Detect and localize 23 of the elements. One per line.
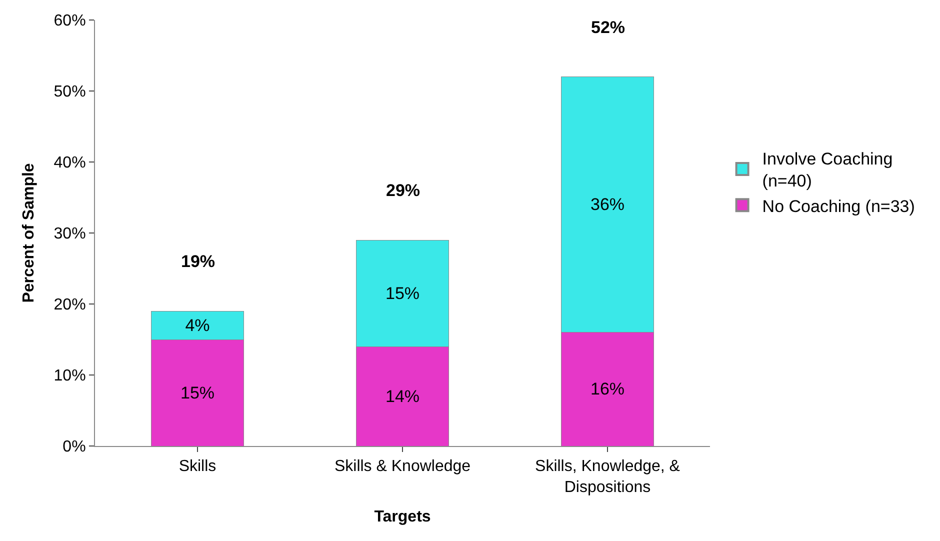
total-label: 19% (181, 252, 216, 271)
x-tick-label: Skills & Knowledge (334, 458, 471, 476)
data-label: 16% (590, 380, 625, 399)
x-tick-label: Skills (178, 458, 216, 476)
legend-label: No Coaching (n=33) (762, 196, 915, 216)
total-label: 29% (386, 181, 420, 200)
data-label: 4% (185, 316, 210, 335)
y-tick-label: 20% (54, 296, 86, 314)
x-tick-label: Skills, Knowledge, & Dispositions (535, 458, 680, 496)
total-label: 52% (591, 18, 626, 37)
data-label: 15% (180, 383, 215, 402)
data-label: 15% (385, 284, 420, 303)
y-axis-title: Percent of Sample (20, 163, 38, 303)
y-tick-label: 30% (54, 226, 86, 243)
y-tick-label: 10% (54, 368, 86, 385)
data-label: 14% (385, 386, 420, 406)
x-axis-title: Targets (374, 508, 431, 526)
y-tick-label: 60% (54, 12, 86, 30)
y-tick-label: 50% (54, 84, 86, 101)
y-tick-label: 40% (54, 154, 86, 172)
legend-label: Involve Coaching (n=40) (762, 150, 893, 191)
data-label: 36% (590, 195, 625, 214)
y-tick-label: 0% (62, 438, 86, 456)
